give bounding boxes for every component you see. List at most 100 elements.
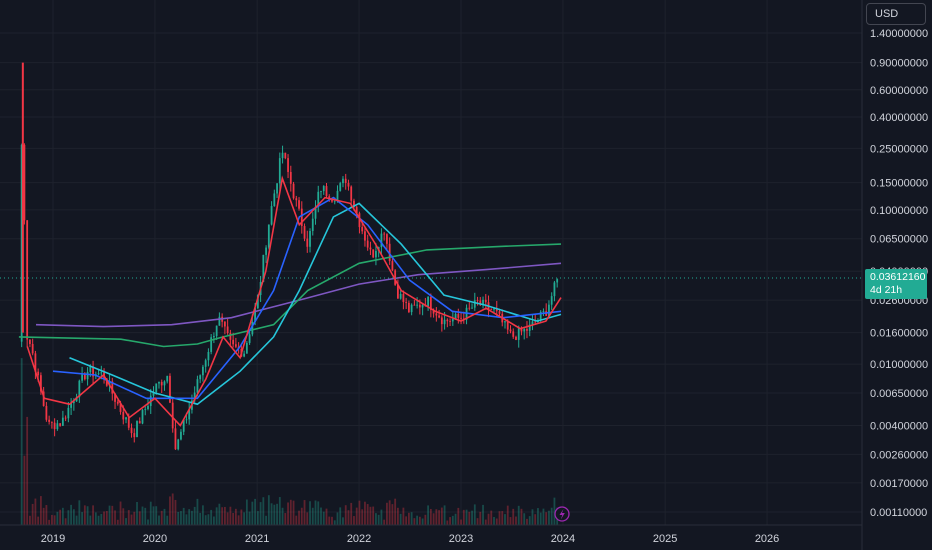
volume-bar (81, 512, 83, 525)
volume-bar (460, 519, 462, 525)
lightning-icon[interactable] (554, 506, 570, 522)
candle-body (410, 304, 413, 313)
volume-bar (215, 507, 218, 525)
candle-body (443, 319, 446, 325)
candle-body (438, 315, 440, 318)
volume-bar (284, 513, 287, 525)
candle-body (336, 190, 339, 202)
volume-bar (306, 512, 309, 525)
candle-body (130, 427, 133, 434)
x-tick-label: 2024 (551, 533, 575, 545)
candle-body (325, 186, 328, 197)
volume-bar (141, 506, 144, 525)
y-tick-label: 0.15000000 (870, 178, 928, 190)
candle-body (490, 309, 493, 311)
volume-bar (89, 515, 92, 525)
x-tick-label: 2022 (347, 533, 371, 545)
candle-body (89, 366, 92, 373)
candle-body (451, 318, 454, 322)
volume-bar (545, 512, 548, 525)
volume-bar (523, 513, 526, 525)
candle-body (267, 224, 270, 248)
candle-body (350, 186, 353, 201)
candle-body (174, 428, 177, 450)
candle-body (119, 403, 122, 412)
candle-body (223, 321, 226, 327)
volume-bar (149, 501, 152, 525)
candle-body (322, 186, 325, 192)
volume-bar (364, 501, 366, 525)
volume-bar (399, 513, 402, 525)
volume-bar (42, 507, 45, 525)
candle-body (361, 227, 364, 232)
volume-bar (169, 496, 171, 525)
time-axis[interactable]: 2019 2020 2021 2022 2023 2024 2025 2026 (41, 533, 780, 545)
volume-bar (265, 515, 267, 525)
currency-selector[interactable]: USD (866, 3, 926, 25)
candle-body (75, 397, 78, 402)
volume-bar (435, 509, 438, 525)
candle-body (523, 328, 526, 332)
candle-body (243, 353, 246, 357)
volume-bar (31, 503, 34, 525)
last-price-tag: 0.03612160 4d 21h (865, 269, 927, 299)
candle-body (402, 293, 405, 303)
currency-label: USD (875, 8, 899, 20)
volume-bar (108, 505, 111, 525)
volume-bar (221, 507, 224, 525)
candle-body (81, 374, 83, 381)
candle-body (53, 422, 56, 430)
candle-body (59, 423, 62, 426)
candle-body (48, 419, 51, 422)
candle-body (229, 333, 232, 340)
candle-body (92, 366, 94, 377)
candle-body (45, 405, 48, 420)
candle-body (311, 218, 314, 231)
candle-body (331, 199, 333, 202)
candle-body (23, 144, 26, 221)
volume-bar (218, 503, 221, 525)
volume-bar (163, 508, 166, 525)
candle-body (193, 392, 196, 401)
moving-average-line (26, 175, 562, 427)
volume-bar (482, 504, 484, 525)
x-tick-label: 2021 (245, 533, 269, 545)
volume-bar (537, 508, 539, 525)
volume-bar (243, 512, 246, 525)
candle-body (213, 335, 215, 338)
volume-bar (440, 507, 443, 525)
volume-bar (339, 507, 342, 525)
volume-bar (273, 504, 276, 525)
candle-body (418, 304, 421, 308)
candle-body (70, 403, 73, 408)
volume-bar (133, 511, 136, 525)
volume-bar (75, 515, 78, 525)
volume-bar (347, 510, 350, 525)
volume-bar (468, 511, 471, 525)
candle-body (440, 317, 443, 325)
candle-body (215, 325, 218, 336)
volume-bar (515, 516, 517, 525)
candle-body (39, 375, 42, 392)
volume-bar (174, 499, 177, 525)
volume-bars (20, 358, 559, 525)
volume-bar (526, 518, 528, 525)
volume-bar (39, 496, 42, 525)
bar-countdown: 4d 21h (870, 284, 903, 296)
volume-bar (160, 510, 163, 525)
candle-body (380, 233, 383, 248)
volume-bar (438, 510, 440, 525)
y-tick-label: 0.00400000 (870, 421, 928, 433)
candle-body (292, 183, 295, 199)
candle-body (366, 240, 369, 248)
candle-body (386, 234, 388, 244)
volume-bar (446, 520, 449, 525)
moving-average-line (52, 196, 562, 400)
candle-body (435, 313, 438, 316)
volume-bar (287, 502, 289, 525)
volume-bar (333, 520, 336, 525)
volume-bar (350, 502, 353, 525)
volume-bar (386, 502, 388, 525)
volume-bar (534, 514, 537, 525)
